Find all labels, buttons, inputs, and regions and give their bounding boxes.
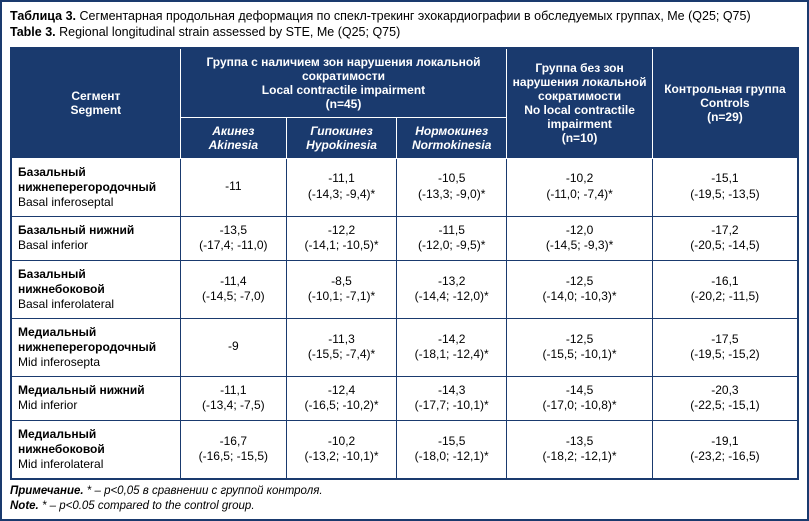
data-cell: -17,2(-20,5; -14,5) <box>652 216 798 260</box>
th-hypokinesia-ru: Гипокинез <box>310 124 372 138</box>
th-control: Контрольная группа Controls (n=29) <box>652 48 798 159</box>
th-group-lci: Группа с наличием зон нарушения локально… <box>180 48 507 118</box>
th-normokinesia-ru: Нормокинез <box>415 124 488 138</box>
table-row: Базальный нижнебоковойBasal inferolatera… <box>11 260 798 318</box>
caption-block: Таблица 3. Сегментарная продольная дефор… <box>10 8 799 41</box>
table-row: Медиальный нижнийMid inferior-11,1(-13,4… <box>11 376 798 420</box>
data-cell: -16,7(-16,5; -15,5) <box>180 420 286 479</box>
data-cell: -13,2(-14,4; -12,0)* <box>397 260 507 318</box>
data-cell: -17,5(-19,5; -15,2) <box>652 318 798 376</box>
data-cell: -15,5(-18,0; -12,1)* <box>397 420 507 479</box>
row-label: Медиальный нижнеперегородочныйMid infero… <box>11 318 180 376</box>
data-cell: -11,5(-12,0; -9,5)* <box>397 216 507 260</box>
data-cell: -11,4(-14,5; -7,0) <box>180 260 286 318</box>
data-cell: -11,3(-15,5; -7,4)* <box>286 318 396 376</box>
th-normokinesia-en: Normokinesia <box>412 138 491 152</box>
row-label: Медиальный нижнебоковойMid inferolateral <box>11 420 180 479</box>
th-akinesia-en: Akinesia <box>209 138 258 152</box>
th-group-nolci-ru: Группа без зон нарушения локальной сокра… <box>513 61 647 103</box>
data-cell: -8,5(-10,1; -7,1)* <box>286 260 396 318</box>
row-label: Базальный нижнеперегородочныйBasal infer… <box>11 158 180 216</box>
data-cell: -12,0(-14,5; -9,3)* <box>507 216 653 260</box>
data-cell: -12,4(-16,5; -10,2)* <box>286 376 396 420</box>
data-cell: -12,5(-15,5; -10,1)* <box>507 318 653 376</box>
table-body: Базальный нижнеперегородочныйBasal infer… <box>11 158 798 479</box>
data-cell: -16,1(-20,2; -11,5) <box>652 260 798 318</box>
caption-ru-text: Сегментарная продольная деформация по сп… <box>76 9 751 23</box>
footnote-ru-text: * – p<0,05 в сравнении с группой контрол… <box>84 485 323 497</box>
data-cell: -13,5(-17,4; -11,0) <box>180 216 286 260</box>
data-cell: -11,1(-14,3; -9,4)* <box>286 158 396 216</box>
data-cell: -20,3(-22,5; -15,1) <box>652 376 798 420</box>
th-control-ru: Контрольная группа <box>664 82 785 96</box>
th-akinesia-ru: Акинез <box>212 124 254 138</box>
caption-en-label: Table 3. <box>10 25 56 39</box>
caption-en-text: Regional longitudinal strain assessed by… <box>56 25 401 39</box>
th-hypokinesia-en: Hypokinesia <box>306 138 377 152</box>
data-cell: -10,5(-13,3; -9,0)* <box>397 158 507 216</box>
th-group-lci-ru: Группа с наличием зон нарушения локально… <box>206 55 480 83</box>
data-cell: -14,3(-17,7; -10,1)* <box>397 376 507 420</box>
th-hypokinesia: Гипокинез Hypokinesia <box>286 117 396 158</box>
data-cell: -12,5(-14,0; -10,3)* <box>507 260 653 318</box>
th-group-lci-en: Local contractile impairment <box>262 83 425 97</box>
table-row: Базальный нижнеперегородочныйBasal infer… <box>11 158 798 216</box>
th-segment: Сегмент Segment <box>11 48 180 159</box>
row-label: Базальный нижнебоковойBasal inferolatera… <box>11 260 180 318</box>
th-segment-en: Segment <box>71 103 122 117</box>
th-normokinesia: Нормокинез Normokinesia <box>397 117 507 158</box>
data-cell: -14,5(-17,0; -10,8)* <box>507 376 653 420</box>
footnote-block: Примечание. * – p<0,05 в сравнении с гру… <box>10 484 799 515</box>
footnote-ru-label: Примечание. <box>10 485 84 497</box>
th-control-n: (n=29) <box>707 110 743 124</box>
data-table: Сегмент Segment Группа с наличием зон на… <box>10 47 799 480</box>
table-row: Медиальный нижнеперегородочныйMid infero… <box>11 318 798 376</box>
th-group-lci-n: (n=45) <box>326 97 362 111</box>
th-control-en: Controls <box>700 96 749 110</box>
data-cell: -19,1(-23,2; -16,5) <box>652 420 798 479</box>
table-row: Медиальный нижнебоковойMid inferolateral… <box>11 420 798 479</box>
th-group-nolci: Группа без зон нарушения локальной сокра… <box>507 48 653 159</box>
th-group-nolci-n: (n=10) <box>562 131 598 145</box>
table-container: Таблица 3. Сегментарная продольная дефор… <box>0 0 809 521</box>
data-cell: -10,2(-13,2; -10,1)* <box>286 420 396 479</box>
data-cell: -15,1(-19,5; -13,5) <box>652 158 798 216</box>
row-label: Медиальный нижнийMid inferior <box>11 376 180 420</box>
th-group-nolci-en: No local contractile impairment <box>524 103 635 131</box>
caption-ru-label: Таблица 3. <box>10 9 76 23</box>
data-cell: -11,1(-13,4; -7,5) <box>180 376 286 420</box>
data-cell: -12,2(-14,1; -10,5)* <box>286 216 396 260</box>
table-row: Базальный нижнийBasal inferior-13,5(-17,… <box>11 216 798 260</box>
data-cell: -14,2(-18,1; -12,4)* <box>397 318 507 376</box>
th-segment-ru: Сегмент <box>71 89 120 103</box>
th-akinesia: Акинез Akinesia <box>180 117 286 158</box>
footnote-en-text: * – p<0.05 compared to the control group… <box>39 500 255 512</box>
row-label: Базальный нижнийBasal inferior <box>11 216 180 260</box>
data-cell: -10,2(-11,0; -7,4)* <box>507 158 653 216</box>
data-cell: -9 <box>180 318 286 376</box>
data-cell: -11 <box>180 158 286 216</box>
data-cell: -13,5(-18,2; -12,1)* <box>507 420 653 479</box>
footnote-en-label: Note. <box>10 500 39 512</box>
